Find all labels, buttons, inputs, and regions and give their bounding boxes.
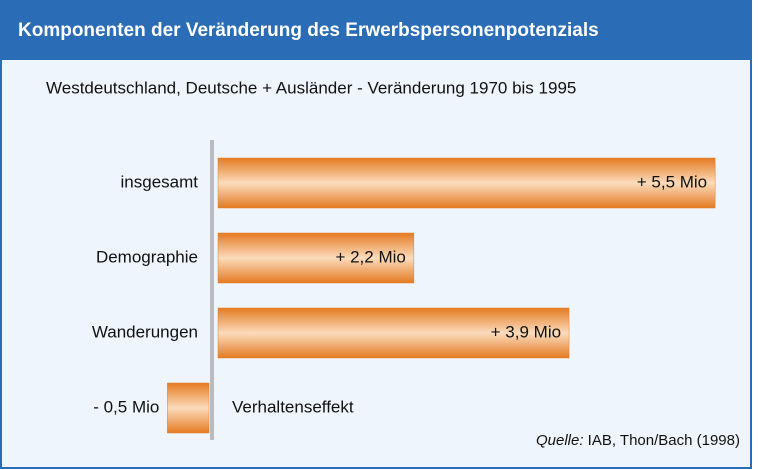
source-text: IAB, Thon/Bach (1998) [588, 432, 740, 449]
category-label: Verhaltenseffekt [232, 397, 354, 416]
bar [217, 157, 716, 209]
bar [217, 232, 415, 284]
chart-title: Komponenten der Veränderung des Erwerbsp… [18, 20, 599, 41]
source: Quelle: IAB, Thon/Bach (1998) [536, 432, 740, 449]
title-bar [0, 0, 752, 60]
category-label: Wanderungen [92, 322, 198, 341]
source-label: Quelle: [536, 432, 584, 449]
value-label: + 3,9 Mio [491, 322, 561, 341]
bar [217, 307, 570, 359]
category-label: insgesamt [121, 172, 199, 191]
chart-subtitle: Westdeutschland, Deutsche + Ausländer - … [46, 78, 576, 97]
value-label: + 5,5 Mio [637, 172, 707, 191]
bar [167, 382, 210, 434]
category-label: Demographie [96, 247, 198, 266]
value-label: + 2,2 Mio [335, 247, 405, 266]
value-label: - 0,5 Mio [93, 397, 159, 416]
